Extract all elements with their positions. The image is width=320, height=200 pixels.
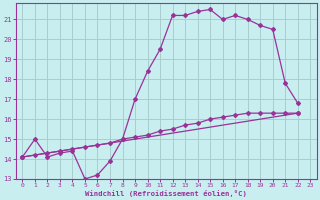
X-axis label: Windchill (Refroidissement éolien,°C): Windchill (Refroidissement éolien,°C) [85,190,247,197]
